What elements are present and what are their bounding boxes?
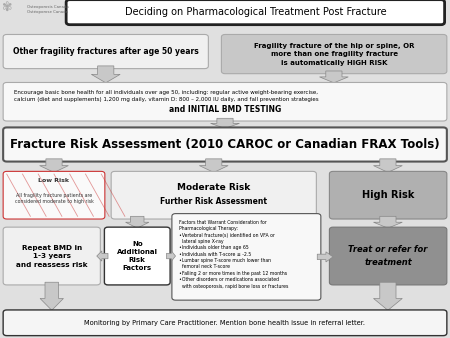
FancyBboxPatch shape [3, 127, 447, 162]
Text: Fracture Risk Assessment (2010 CAROC or Canadian FRAX Tools): Fracture Risk Assessment (2010 CAROC or … [10, 138, 440, 151]
FancyBboxPatch shape [111, 171, 316, 219]
FancyBboxPatch shape [3, 82, 447, 121]
Polygon shape [211, 118, 239, 128]
Text: All fragility fracture patients are
considered moderate to high risk: All fragility fracture patients are cons… [14, 193, 94, 204]
Text: No
Additional
Risk
Factors: No Additional Risk Factors [117, 241, 158, 271]
Text: Ostéoporose Canada: Ostéoporose Canada [27, 10, 68, 14]
Text: Osteoporosis Canada: Osteoporosis Canada [27, 5, 69, 9]
Polygon shape [374, 216, 402, 228]
Text: ✾: ✾ [2, 1, 13, 14]
Text: High Risk: High Risk [362, 190, 414, 200]
Polygon shape [374, 159, 402, 172]
Text: Repeat BMD in
1-3 years
and reassess risk: Repeat BMD in 1-3 years and reassess ris… [16, 244, 87, 268]
FancyBboxPatch shape [3, 227, 100, 285]
Text: calcium (diet and supplements) 1,200 mg daily, vitamin D: 800 – 2,000 IU daily, : calcium (diet and supplements) 1,200 mg … [14, 97, 318, 102]
FancyBboxPatch shape [66, 0, 445, 25]
Text: Encourage basic bone health for all individuals over age 50, including: regular : Encourage basic bone health for all indi… [14, 90, 318, 95]
Text: Factors that Warrant Consideration for
Pharmacological Therapy:
•Vertebral fract: Factors that Warrant Consideration for P… [179, 220, 288, 289]
Text: Monitoring by Primary Care Practitioner. Mention bone health issue in referral l: Monitoring by Primary Care Practitioner.… [85, 320, 365, 326]
Text: Moderate Risk: Moderate Risk [177, 183, 250, 192]
Text: Deciding on Pharmacological Treatment Post Fracture: Deciding on Pharmacological Treatment Po… [125, 7, 386, 17]
Text: Other fragility fractures after age 50 years: Other fragility fractures after age 50 y… [13, 47, 198, 56]
Text: and INITIAL BMD TESTING: and INITIAL BMD TESTING [169, 105, 281, 114]
Text: Treat or refer for
treatment: Treat or refer for treatment [348, 245, 428, 267]
FancyBboxPatch shape [3, 310, 447, 336]
Polygon shape [374, 282, 402, 310]
Polygon shape [97, 251, 108, 261]
Polygon shape [40, 282, 63, 310]
FancyBboxPatch shape [3, 34, 208, 69]
Polygon shape [235, 216, 258, 228]
Text: Low Risk: Low Risk [39, 178, 69, 183]
Polygon shape [320, 71, 348, 83]
FancyBboxPatch shape [172, 214, 321, 300]
FancyBboxPatch shape [3, 171, 105, 219]
Polygon shape [126, 216, 149, 228]
Polygon shape [166, 251, 176, 261]
FancyBboxPatch shape [104, 227, 170, 285]
FancyBboxPatch shape [329, 171, 447, 219]
Polygon shape [91, 66, 120, 83]
FancyBboxPatch shape [329, 227, 447, 285]
Text: Fragility fracture of the hip or spine, OR
more than one fragility fracture
is a: Fragility fracture of the hip or spine, … [254, 43, 414, 66]
Text: Further Risk Assessment: Further Risk Assessment [160, 197, 267, 206]
Polygon shape [317, 252, 333, 262]
Polygon shape [40, 159, 68, 172]
FancyBboxPatch shape [221, 34, 447, 74]
Polygon shape [199, 159, 228, 172]
